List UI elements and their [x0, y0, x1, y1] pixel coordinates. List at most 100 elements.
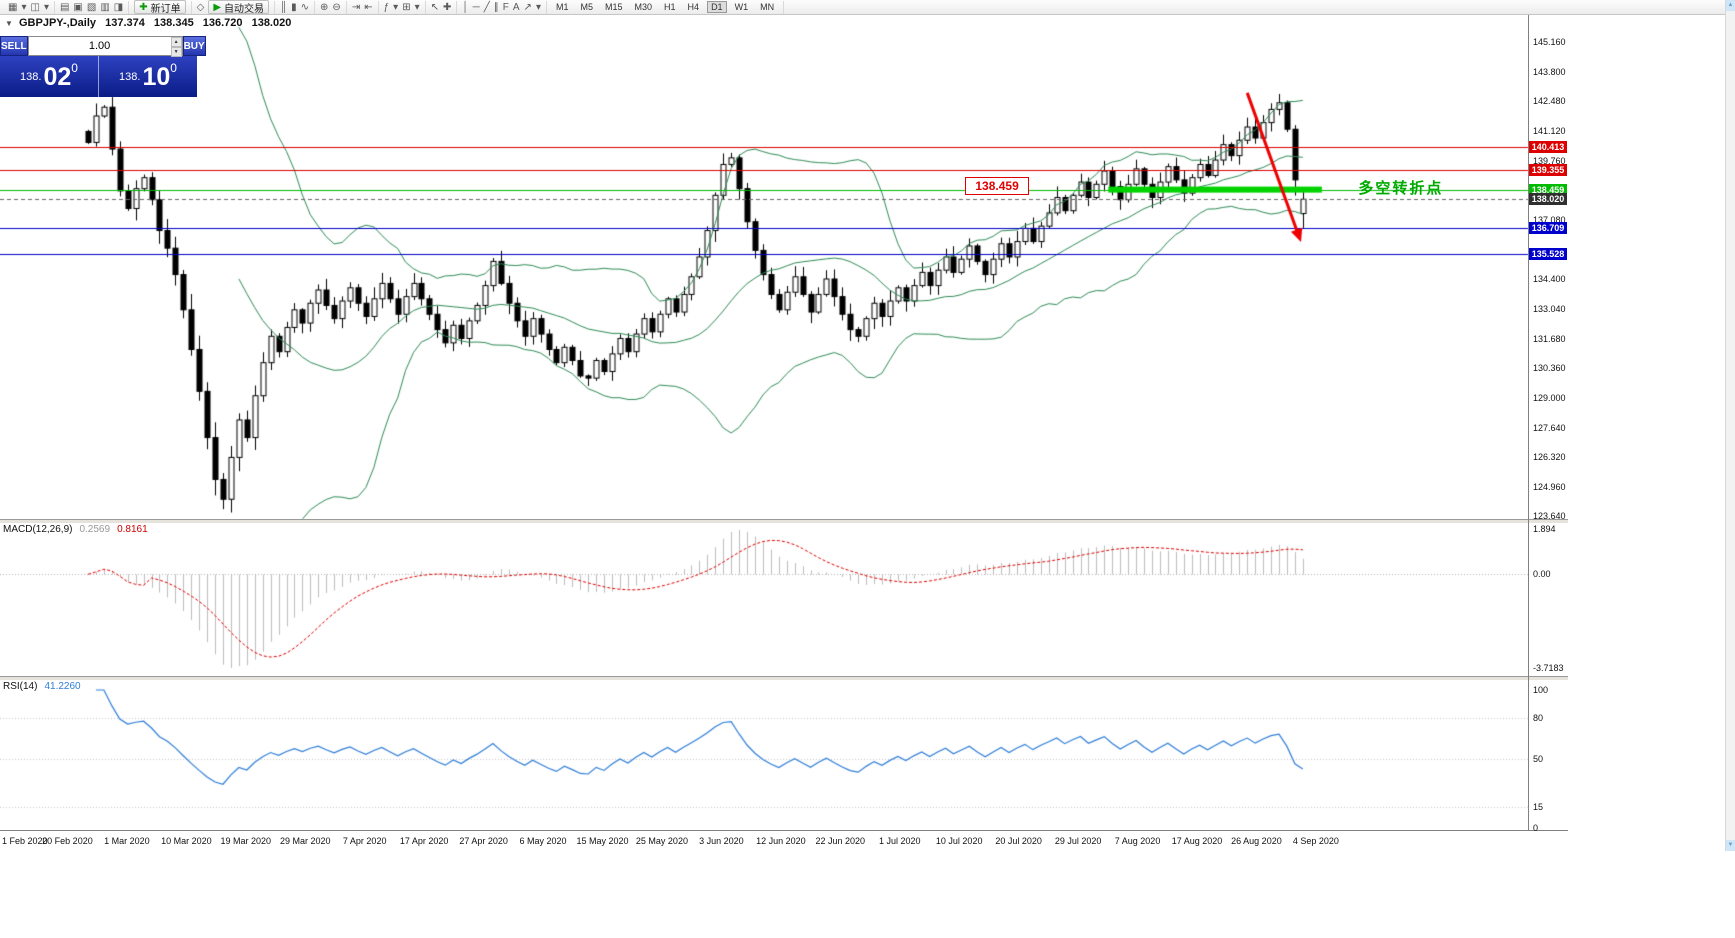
price-tick-label: 134.400 — [1533, 274, 1566, 284]
volume-box: ▲ ▼ — [27, 36, 183, 57]
price-tick-label: 133.040 — [1533, 303, 1566, 314]
price-badge: 138.459 — [1529, 183, 1567, 196]
date-label: 20 Feb 2020 — [42, 836, 93, 846]
date-label: 4 Sep 2020 — [1292, 836, 1339, 846]
terminal-icon[interactable]: ▥ — [100, 1, 110, 13]
chart-bars-icon[interactable]: ║ — [280, 1, 288, 13]
price-tick-label: 123.640 — [1533, 511, 1566, 521]
date-label: 17 Apr 2020 — [399, 836, 449, 846]
shapes-dropdown-icon[interactable]: ▾ — [535, 1, 541, 13]
text-icon[interactable]: A — [512, 1, 520, 13]
chart-ohlc-header: ▼ GBPJPY-,Daily 137.374 138.345 136.720 … — [5, 17, 291, 29]
profiles-icon[interactable]: ◫ — [30, 1, 40, 13]
rsi-label: RSI(14) 41.2260 — [3, 681, 81, 692]
date-label: 19 Mar 2020 — [220, 836, 272, 846]
price-tick-label: 139.760 — [1533, 155, 1566, 166]
new-order-button-icon: ✚ — [139, 1, 148, 13]
cursor-icon[interactable]: ↖ — [430, 1, 439, 13]
price-badge: 140.413 — [1529, 140, 1567, 153]
timeframe-h1[interactable]: H1 — [664, 2, 676, 12]
panel-separator-rsi[interactable] — [0, 676, 1568, 681]
rsi-axis-label: 0 — [1533, 823, 1539, 833]
vertical-scrollbar[interactable]: ▲ ▼ — [1725, 0, 1735, 851]
crosshair-icon[interactable]: ✚ — [443, 1, 452, 13]
new-order-button-label: 新订单 — [150, 3, 181, 15]
price-tick-label: 127.640 — [1533, 422, 1566, 433]
macd-axis-min: -3.7183 — [1533, 663, 1564, 673]
timeframe-m15[interactable]: M15 — [605, 2, 623, 12]
metaeditor-icon[interactable]: ◇ — [196, 1, 205, 13]
buy-price[interactable]: 138. 10 0 — [119, 61, 177, 91]
timeframe-m5[interactable]: M5 — [580, 2, 593, 12]
date-label: 7 Aug 2020 — [1114, 836, 1161, 846]
rsi-axis-label: 80 — [1533, 712, 1544, 723]
zoom-in-icon[interactable]: ⊕ — [320, 1, 329, 13]
chart-shift-icon[interactable]: ⇤ — [364, 1, 373, 13]
price-tick-label: 143.800 — [1533, 66, 1566, 77]
market-watch-icon[interactable]: ▤ — [59, 1, 70, 13]
templates-dropdown-icon[interactable]: ▾ — [414, 1, 420, 13]
indicators-icon[interactable]: ƒ — [383, 1, 390, 13]
data-window-icon[interactable]: ▣ — [73, 1, 83, 13]
date-label: 29 Mar 2020 — [279, 836, 331, 846]
turning-point-note: 多空转折点 — [1358, 179, 1444, 197]
timeframe-h4[interactable]: H4 — [687, 2, 700, 12]
date-label: 3 Jun 2020 — [699, 836, 744, 846]
trendline-icon[interactable]: ╱ — [483, 1, 490, 13]
date-label: 12 Jun 2020 — [756, 836, 806, 846]
zoom-out-icon[interactable]: ⊖ — [332, 1, 341, 13]
buy-button[interactable]: BUY — [182, 36, 206, 56]
volume-down-button[interactable]: ▼ — [170, 47, 182, 57]
chart-dropdown-icon[interactable]: ▾ — [21, 1, 27, 13]
ohlc-low: 136.720 — [202, 17, 243, 29]
chart-line-icon[interactable]: ∿ — [300, 1, 310, 13]
date-label: 10 Mar 2020 — [161, 836, 212, 846]
new-order-button[interactable]: ✚ 新订单 — [134, 0, 186, 15]
timeframe-m1[interactable]: M1 — [555, 2, 569, 12]
volume-input[interactable] — [28, 37, 171, 55]
timeframe-d1[interactable]: D1 — [707, 1, 727, 13]
auto-scroll-icon[interactable]: ⇥ — [351, 1, 361, 13]
rsi-axis-label: 100 — [1533, 685, 1549, 695]
one-click-trading-panel: SELL ▲ ▼ BUY 138.020 138.100 — [0, 36, 206, 97]
volume-up-button[interactable]: ▲ — [170, 37, 182, 47]
arrows-icon[interactable]: ↗ — [523, 1, 532, 13]
rsi-value: 41.2260 — [44, 681, 81, 692]
symbol-title: GBPJPY-,Daily — [18, 17, 97, 29]
price-tick-label: 129.000 — [1533, 392, 1566, 403]
horizontal-line-icon[interactable]: ─ — [472, 1, 480, 13]
new-chart-icon[interactable]: ▦ — [8, 1, 18, 13]
date-label: 25 May 2020 — [635, 836, 688, 846]
date-label: 20 Jul 2020 — [995, 836, 1042, 846]
timeframe-mn[interactable]: MN — [760, 2, 775, 12]
date-label: 10 Jul 2020 — [935, 836, 983, 846]
ohlc-open: 137.374 — [105, 17, 145, 29]
templates-icon[interactable]: ⊞ — [402, 1, 411, 13]
channel-icon[interactable]: ∥ — [493, 1, 499, 13]
chart-candles-icon[interactable]: ▮ — [291, 1, 297, 13]
navigator-icon[interactable]: ▧ — [86, 1, 97, 13]
scroll-up-button[interactable]: ▲ — [1726, 0, 1735, 11]
autotrading-button[interactable]: ▶ 自动交易 — [208, 0, 270, 15]
timeframe-w1[interactable]: W1 — [734, 2, 749, 12]
date-label: 15 May 2020 — [576, 836, 629, 846]
sell-price[interactable]: 138. 02 0 — [20, 61, 78, 91]
macd-main-value: 0.2569 — [79, 524, 111, 535]
timeframe-m30[interactable]: M30 — [634, 2, 653, 12]
date-label: 27 Apr 2020 — [459, 836, 508, 846]
price-tick-label: 130.360 — [1533, 362, 1566, 373]
price-divider — [98, 56, 99, 97]
price-badge: 136.709 — [1529, 222, 1567, 235]
price-callout[interactable]: 138.459 — [965, 176, 1029, 195]
scroll-down-button[interactable]: ▼ — [1726, 840, 1735, 851]
panel-separator-macd[interactable] — [0, 519, 1568, 524]
indicators-dropdown-icon[interactable]: ▾ — [393, 1, 399, 13]
date-label: 22 Jun 2020 — [815, 836, 866, 846]
sell-button[interactable]: SELL — [0, 36, 28, 56]
profiles-dropdown-icon[interactable]: ▾ — [43, 1, 49, 13]
strategy-tester-icon[interactable]: ◨ — [113, 1, 124, 13]
macd-signal-value: 0.8161 — [117, 524, 148, 535]
fibonacci-icon[interactable]: F — [502, 1, 509, 13]
vertical-line-icon[interactable]: │ — [462, 1, 469, 13]
